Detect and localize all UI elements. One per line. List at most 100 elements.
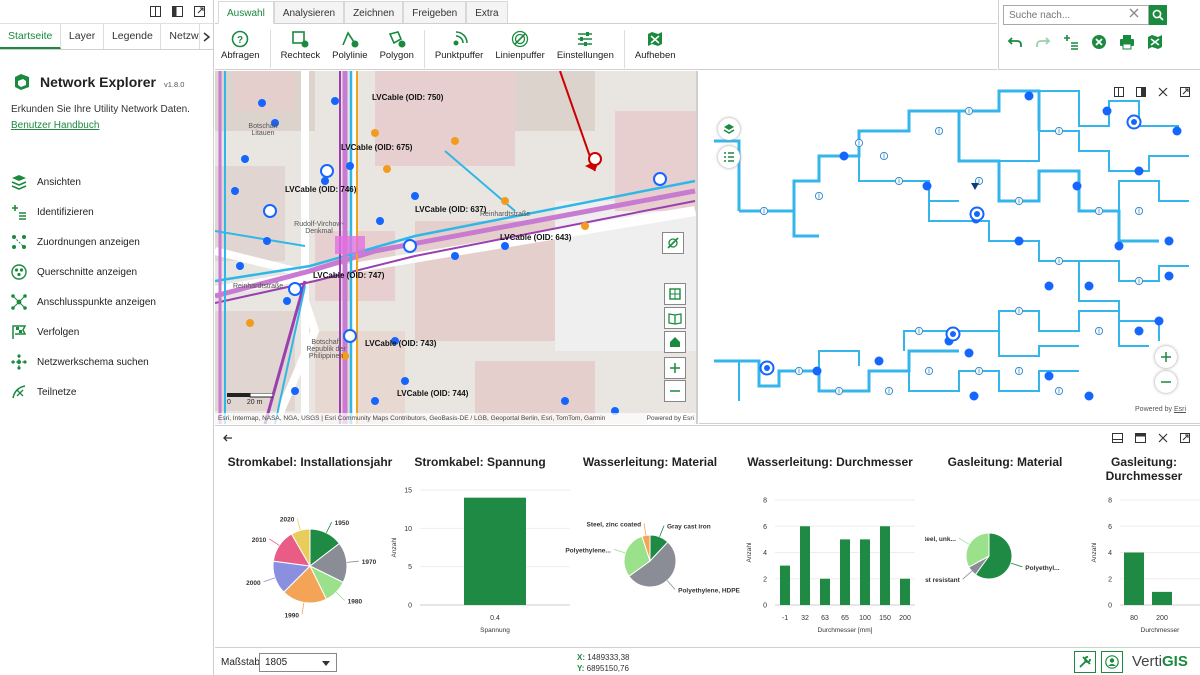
clear-icon[interactable]: [1129, 8, 1139, 18]
chart-svg: 0 2 4 6 8 80 200 Durchmesser Anzahl: [1091, 498, 1200, 634]
aufheben-button[interactable]: Aufheben: [629, 30, 682, 61]
close-icon[interactable]: [1158, 433, 1168, 443]
bar[interactable]: [1152, 591, 1172, 605]
dock-bottom-icon[interactable]: [1135, 433, 1146, 443]
tab-extra[interactable]: Extra: [466, 1, 508, 23]
home-button[interactable]: [664, 331, 686, 353]
menu-item-3[interactable]: Querschnitte anzeigen: [0, 257, 213, 287]
dock-icon[interactable]: [169, 4, 185, 20]
pie-slice[interactable]: [974, 532, 1013, 580]
esri-link[interactable]: Esri: [1173, 406, 1186, 413]
einstellungen-button[interactable]: Einstellungen: [551, 30, 620, 61]
close-icon[interactable]: [1158, 87, 1168, 97]
split-icon[interactable]: [1114, 87, 1124, 97]
basemap-button[interactable]: [664, 283, 686, 305]
svg-text:?: ?: [237, 35, 243, 46]
undo-icon[interactable]: [1007, 34, 1023, 50]
schematic-view[interactable]: Powered by Esri: [699, 71, 1200, 424]
popout-icon[interactable]: [191, 4, 207, 20]
legend-button[interactable]: [718, 146, 740, 168]
menu-item-4[interactable]: Anschlusspunkte anzeigen: [0, 287, 213, 317]
rechteck-button[interactable]: Rechteck: [275, 30, 327, 61]
chevron-right-icon[interactable]: [199, 24, 213, 49]
menu-item-1[interactable]: Identifizieren: [0, 197, 213, 227]
minimize-icon[interactable]: [1112, 433, 1123, 443]
popout-icon[interactable]: [1180, 433, 1190, 443]
map-tools-icon[interactable]: [1147, 34, 1163, 50]
bar[interactable]: [464, 497, 526, 605]
redo-icon[interactable]: [1035, 34, 1051, 50]
y-tick-label: 15: [404, 488, 412, 495]
y-label: Y:: [577, 664, 585, 673]
identify-add-icon[interactable]: [1063, 34, 1079, 50]
identify-icon: [11, 204, 27, 220]
menu-item-label: Verfolgen: [37, 326, 80, 338]
schema-zoom-in-button[interactable]: [1155, 346, 1177, 368]
menu-item-7[interactable]: Teilnetze: [0, 377, 213, 407]
print-icon[interactable]: [1119, 34, 1135, 50]
layers-icon: [11, 174, 27, 190]
charts-panel: Stromkabel: Installationsjahr 1950 1970 198…: [215, 425, 1200, 647]
ribbon-buttons: ? Abfragen Rechteck Polylinie Polygon Punktpu…: [215, 24, 997, 69]
cancel-icon[interactable]: [1091, 34, 1107, 50]
scale-select[interactable]: 1805: [259, 653, 337, 672]
pie-slice[interactable]: [309, 542, 348, 584]
schema-zoom-out-button[interactable]: [1155, 371, 1177, 393]
bar[interactable]: [1124, 552, 1144, 606]
split-icon[interactable]: [147, 4, 163, 20]
pie-slice[interactable]: [283, 565, 328, 604]
quick-tools: [1007, 34, 1163, 50]
y-value: 6895150,76: [586, 664, 629, 673]
tab-legende[interactable]: Legende: [104, 24, 162, 49]
dock-icon[interactable]: [1136, 87, 1146, 97]
pie-label: 2010: [252, 537, 267, 544]
user-button[interactable]: [1101, 651, 1123, 673]
zoom-out-button[interactable]: [664, 380, 686, 402]
associations-icon: [11, 234, 27, 250]
logo-part-b: GIS: [1162, 653, 1188, 670]
tab-startseite[interactable]: Startseite: [0, 24, 61, 49]
back-arrow-icon[interactable]: [223, 433, 233, 443]
menu-item-label: Zuordnungen anzeigen: [37, 236, 140, 248]
menu-item-label: Querschnitte anzeigen: [37, 266, 138, 278]
cross-section-icon: [11, 264, 27, 280]
tab-analysieren[interactable]: Analysieren: [273, 1, 345, 23]
tab-zeichnen[interactable]: Zeichnen: [344, 1, 404, 23]
search-button[interactable]: [1149, 5, 1167, 25]
abfragen-button[interactable]: ? Abfragen: [215, 30, 266, 61]
tab-layer[interactable]: Layer: [61, 24, 104, 49]
bar[interactable]: [820, 578, 830, 605]
polygon-button[interactable]: Polygon: [374, 30, 420, 61]
bar[interactable]: [800, 526, 810, 605]
popout-icon[interactable]: [1180, 87, 1190, 97]
bar[interactable]: [780, 565, 790, 605]
manual-link[interactable]: Benutzer Handbuch: [11, 120, 100, 131]
pie-slice[interactable]: [623, 535, 651, 577]
menu-item-6[interactable]: Netzwerkschema suchen: [0, 347, 213, 377]
bookmarks-button[interactable]: [664, 307, 686, 329]
linienpuffer-button[interactable]: Linienpuffer: [489, 30, 550, 61]
punktpuffer-button[interactable]: Punktpuffer: [429, 30, 489, 61]
hide-graphics-button[interactable]: [662, 232, 684, 254]
menu-item-2[interactable]: Zuordnungen anzeigen: [0, 227, 213, 257]
zoom-in-button[interactable]: [664, 357, 686, 379]
polylinie-button[interactable]: Polylinie: [326, 30, 373, 61]
tools-button[interactable]: [1074, 651, 1096, 673]
pie-slice[interactable]: [628, 541, 677, 588]
pie-slice[interactable]: [290, 528, 311, 568]
bar[interactable]: [840, 539, 850, 605]
bar[interactable]: [900, 578, 910, 605]
map-cable-label: LVCable (OID: 637): [415, 205, 487, 214]
search-input[interactable]: [1003, 5, 1149, 25]
bar[interactable]: [860, 539, 870, 605]
layers-button[interactable]: [718, 118, 740, 140]
bar[interactable]: [880, 526, 890, 605]
menu-item-0[interactable]: Ansichten: [0, 167, 213, 197]
map-view[interactable]: LVCable (OID: 750) LVCable (OID: 675) LVCa…: [215, 71, 698, 424]
tab-auswahl[interactable]: Auswahl: [218, 1, 274, 24]
menu-item-5[interactable]: Verfolgen: [0, 317, 213, 347]
x-tick-label: 65: [841, 615, 849, 622]
ribbon-button-label: Rechteck: [280, 50, 321, 61]
ribbon-button-label: Punktpuffer: [434, 50, 484, 61]
tab-freigeben[interactable]: Freigeben: [403, 1, 467, 23]
